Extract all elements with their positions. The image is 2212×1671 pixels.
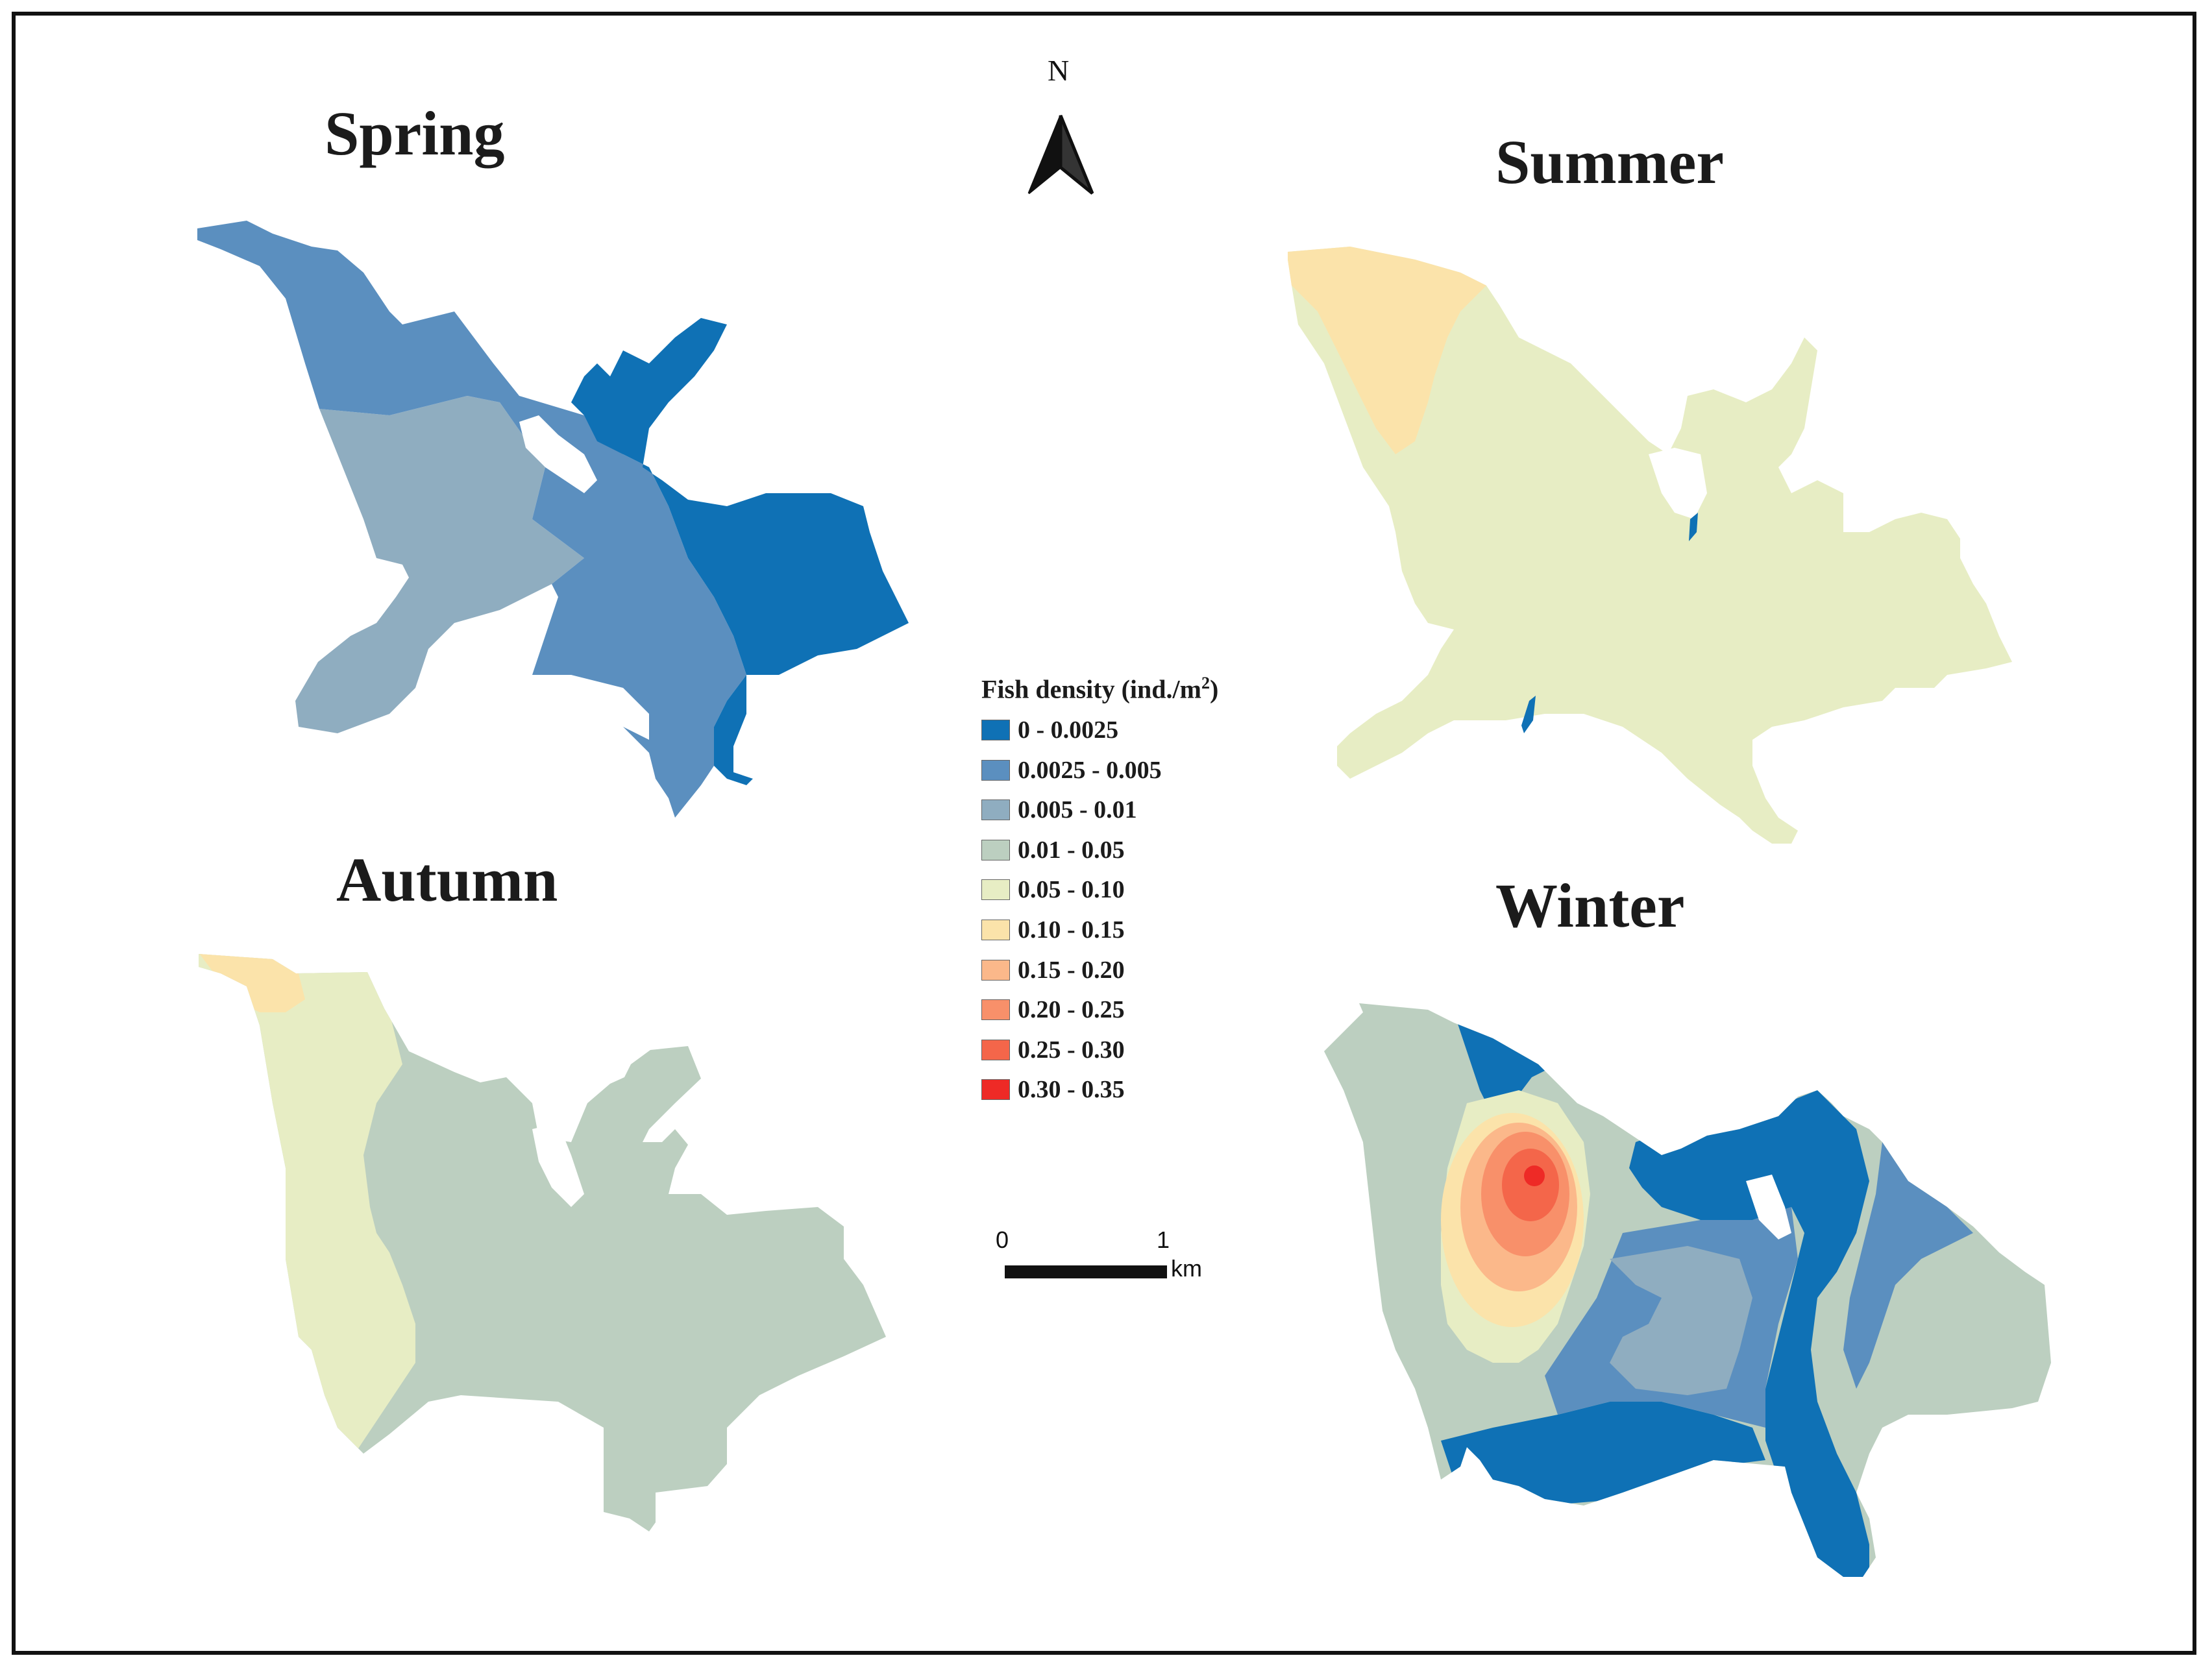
winter-map (1324, 1003, 2051, 1577)
summer-spot-1 (1689, 513, 1698, 541)
legend-label: 0.005 - 0.01 (1018, 796, 1137, 824)
summer-zone-main (1288, 247, 2012, 844)
autumn-inlet (532, 1123, 584, 1207)
panel-title-summer: Summer (1495, 127, 1724, 197)
spring-zone-west (295, 396, 584, 733)
legend-label: 0.25 - 0.30 (1018, 1036, 1125, 1064)
legend-item: 0.0025 - 0.005 (981, 755, 1162, 785)
spring-zone-south-arm (714, 675, 753, 785)
spring-zone-northwest (197, 221, 545, 467)
autumn-zone-corner (199, 954, 305, 1012)
legend-swatch (981, 720, 1010, 740)
spring-zone-east (571, 318, 909, 675)
legend-title: Fish density (ind./m2) (981, 674, 1219, 704)
legend-item: 0.20 - 0.25 (981, 995, 1125, 1025)
panel-title-winter: Winter (1495, 871, 1685, 940)
legend-label: 0.01 - 0.05 (1018, 836, 1125, 864)
summer-map (1288, 247, 2012, 844)
legend-item: 0.25 - 0.30 (981, 1035, 1125, 1065)
legend-item: 0.005 - 0.01 (981, 795, 1137, 825)
legend-label: 0.20 - 0.25 (1018, 996, 1125, 1024)
winter-zone-light-blue (1610, 1246, 1752, 1395)
legend-item: 0.05 - 0.10 (981, 875, 1125, 905)
legend-swatch (981, 839, 1010, 860)
winter-inlet (1746, 1175, 1791, 1239)
legend-label: 0.30 - 0.35 (1018, 1076, 1125, 1104)
winter-zone-blue-south (1441, 1402, 1765, 1506)
legend-item: 0 - 0.0025 (981, 715, 1118, 745)
panel-title-spring: Spring (325, 99, 505, 168)
legend-swatch (981, 799, 1010, 821)
scale-end-label: 1 (1157, 1226, 1170, 1253)
winter-zone-blue-east (1629, 1090, 1869, 1577)
legend-swatch (981, 1039, 1010, 1060)
legend-label: 0.15 - 0.20 (1018, 956, 1125, 984)
autumn-map (199, 954, 886, 1531)
spring-map (197, 221, 909, 818)
panel-title-autumn: Autumn (336, 845, 558, 914)
spring-zone-middle (519, 396, 746, 818)
legend-swatch (981, 959, 1010, 981)
legend-swatch (981, 920, 1010, 940)
legend-item: 0.30 - 0.35 (981, 1075, 1125, 1104)
summer-lake-island (1649, 448, 1707, 519)
legend-swatch (981, 759, 1010, 781)
legend-item: 0.10 - 0.15 (981, 915, 1125, 945)
legend-label: 0.05 - 0.10 (1018, 876, 1125, 904)
legend-label: 0.0025 - 0.005 (1018, 756, 1162, 784)
legend-label: 0 - 0.0025 (1018, 716, 1119, 744)
legend-swatch (981, 879, 1010, 901)
north-arrow-icon (1027, 115, 1094, 195)
legend-item: 0.01 - 0.05 (981, 835, 1125, 865)
winter-contour-0.30 (1524, 1165, 1545, 1186)
winter-zone-east-mid (1843, 1142, 1973, 1389)
legend-swatch (981, 999, 1010, 1021)
scale-start-label: 0 (996, 1226, 1009, 1253)
legend-swatch (981, 1079, 1010, 1101)
legend-label: 0.10 - 0.15 (1018, 916, 1125, 944)
spring-inlet (519, 415, 597, 493)
summer-zone-northwest (1288, 247, 1486, 454)
scale-unit-label: km (1171, 1255, 1202, 1282)
spring-cove (467, 675, 649, 740)
summer-spot-2 (1521, 696, 1536, 733)
legend-item: 0.15 - 0.20 (981, 955, 1125, 985)
north-label: N (1048, 54, 1070, 87)
scale-bar (1005, 1265, 1167, 1278)
